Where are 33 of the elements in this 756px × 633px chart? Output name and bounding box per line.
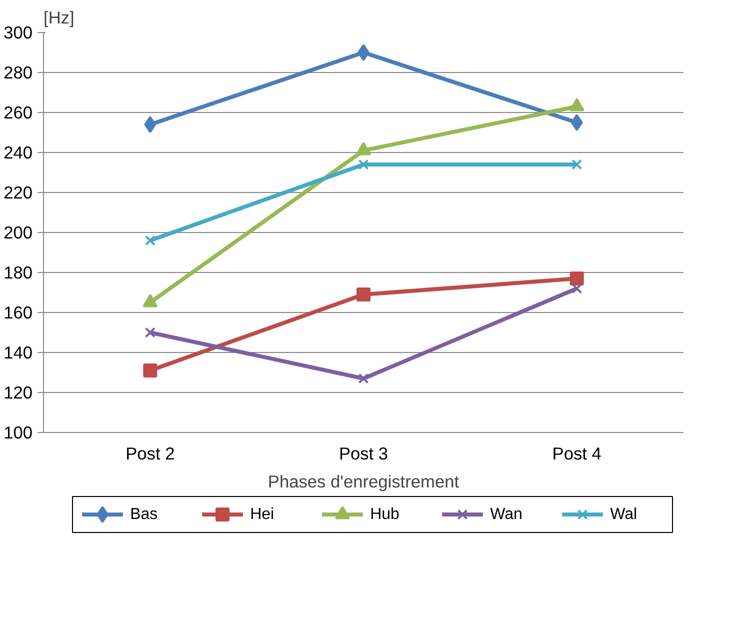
- point: [358, 373, 369, 384]
- point: [572, 159, 582, 170]
- y-tick-label: 100: [4, 422, 33, 442]
- x-tick-label: Post 2: [126, 444, 175, 464]
- y-tick-label: 260: [4, 102, 33, 122]
- y-tick-label: 160: [4, 302, 33, 322]
- legend-label: Wan: [490, 506, 522, 523]
- x-tick-label: Post 3: [338, 444, 388, 464]
- y-tick-label: 300: [4, 22, 33, 42]
- x-tick-label: Post 4: [552, 444, 602, 464]
- legend-label: Bas: [130, 506, 158, 523]
- y-tick-label: 120: [4, 382, 33, 402]
- point: [572, 283, 582, 294]
- point: [358, 44, 370, 61]
- point: [358, 159, 369, 170]
- legend-label: Hub: [370, 506, 400, 523]
- y-axis-title: [Hz]: [44, 8, 74, 28]
- point: [570, 114, 583, 131]
- y-tick-label: 140: [4, 342, 33, 362]
- legend-label: Hei: [250, 506, 274, 523]
- y-tick-label: 240: [4, 142, 33, 162]
- point: [144, 235, 156, 246]
- point: [144, 116, 156, 133]
- legend-label: Wal: [610, 506, 638, 523]
- y-tick-label: 200: [4, 222, 33, 242]
- point: [143, 364, 158, 378]
- point: [570, 272, 584, 286]
- y-tick-label: 220: [4, 182, 33, 202]
- point: [356, 288, 370, 302]
- point: [144, 327, 156, 338]
- y-tick-label: 280: [4, 62, 33, 82]
- y-tick-label: 180: [4, 262, 33, 282]
- x-axis-title: Phases d'enregistrement: [268, 472, 460, 492]
